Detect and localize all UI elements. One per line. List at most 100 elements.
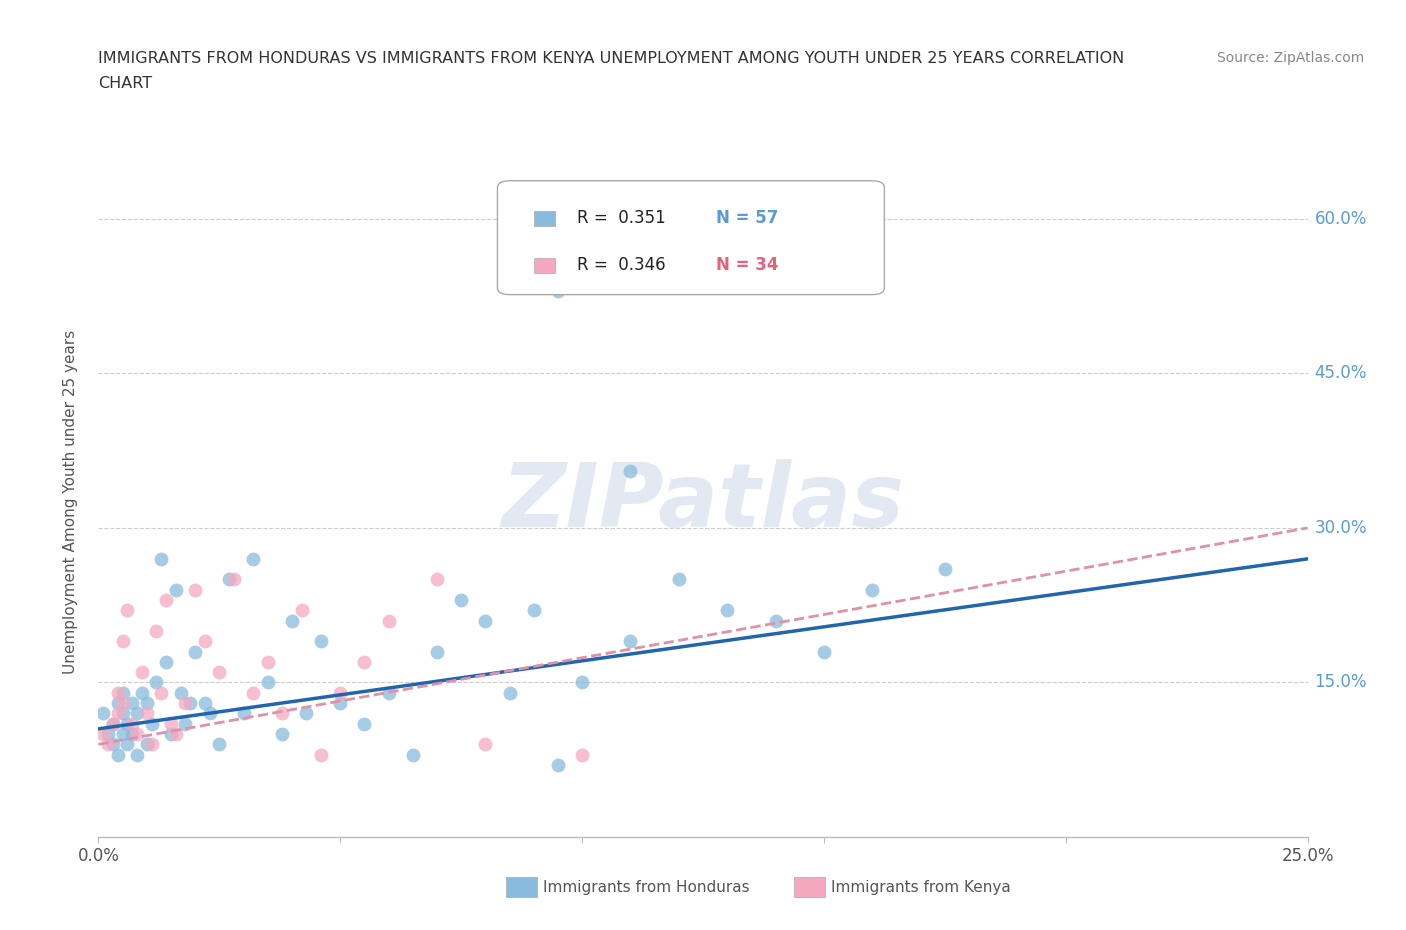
Point [353,655,375,670]
Point [174,696,197,711]
Point [160,726,183,741]
Point [141,737,163,751]
Text: Immigrants from Honduras: Immigrants from Honduras [543,880,749,895]
Point [198,706,221,721]
Point [131,665,153,680]
FancyBboxPatch shape [498,180,884,295]
FancyBboxPatch shape [534,210,555,226]
Point [150,551,173,566]
Point [668,572,690,587]
Point [165,726,187,741]
Text: CHART: CHART [98,76,152,91]
Point [474,613,496,628]
Text: Source: ZipAtlas.com: Source: ZipAtlas.com [1216,51,1364,65]
Point [271,726,294,741]
Point [135,737,157,751]
Point [121,726,143,741]
FancyBboxPatch shape [534,258,555,272]
Point [127,706,149,721]
Text: Immigrants from Kenya: Immigrants from Kenya [831,880,1011,895]
Point [141,716,163,731]
Point [232,706,254,721]
Text: IMMIGRANTS FROM HONDURAS VS IMMIGRANTS FROM KENYA UNEMPLOYMENT AMONG YOUTH UNDER: IMMIGRANTS FROM HONDURAS VS IMMIGRANTS F… [98,51,1125,66]
Point [107,747,129,762]
Point [256,655,278,670]
Point [145,623,167,638]
Point [934,562,956,577]
Point [101,716,124,731]
Point [222,572,245,587]
Point [179,696,201,711]
Text: ZIPatlas: ZIPatlas [502,458,904,546]
Point [111,696,134,711]
Point [174,716,197,731]
Point [765,613,787,628]
Point [160,716,183,731]
Point [309,634,332,649]
Point [426,572,449,587]
Point [242,551,264,566]
Point [716,603,738,618]
Point [426,644,449,659]
Point [290,603,312,618]
Text: 15.0%: 15.0% [1315,673,1367,692]
Point [194,634,217,649]
Point [91,706,114,721]
Point [450,592,472,607]
Y-axis label: Unemployment Among Youth under 25 years: Unemployment Among Youth under 25 years [63,330,77,674]
Point [547,284,569,299]
Text: 30.0%: 30.0% [1315,519,1367,537]
Point [145,675,167,690]
Point [107,685,129,700]
Point [547,757,569,772]
Point [111,706,134,721]
Point [91,726,114,741]
Point [101,737,124,751]
Point [619,464,641,479]
Point [135,706,157,721]
Point [329,696,352,711]
Point [619,634,641,649]
Point [107,706,129,721]
Point [127,726,149,741]
Point [111,685,134,700]
Text: N = 34: N = 34 [716,257,778,274]
Point [353,716,375,731]
Point [117,603,139,618]
Point [377,613,399,628]
Point [281,613,304,628]
Point [571,747,593,762]
Text: N = 57: N = 57 [716,209,778,227]
Point [208,665,231,680]
Point [271,706,294,721]
Text: R =  0.351: R = 0.351 [576,209,665,227]
Point [155,592,177,607]
Point [155,655,177,670]
Point [135,696,157,711]
Text: R =  0.346: R = 0.346 [576,257,665,274]
Point [184,582,207,597]
Point [194,696,217,711]
Point [165,582,187,597]
Point [377,685,399,700]
Point [813,644,835,659]
Point [208,737,231,751]
Point [131,685,153,700]
Point [402,747,425,762]
Point [860,582,883,597]
Point [295,706,318,721]
Point [218,572,240,587]
Point [111,726,134,741]
Point [329,685,352,700]
Point [523,603,546,618]
Point [571,675,593,690]
Point [169,685,191,700]
Point [184,644,207,659]
Text: 45.0%: 45.0% [1315,365,1367,382]
Point [97,737,120,751]
Point [97,726,120,741]
Point [117,737,139,751]
Point [127,747,149,762]
Point [474,737,496,751]
Point [309,747,332,762]
